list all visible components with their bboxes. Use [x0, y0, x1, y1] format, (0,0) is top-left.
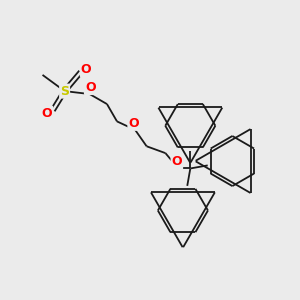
Text: O: O [81, 63, 92, 76]
Text: O: O [172, 155, 182, 169]
Text: O: O [85, 81, 95, 94]
Text: O: O [42, 107, 52, 120]
Text: O: O [128, 117, 139, 130]
Text: S: S [60, 85, 69, 98]
